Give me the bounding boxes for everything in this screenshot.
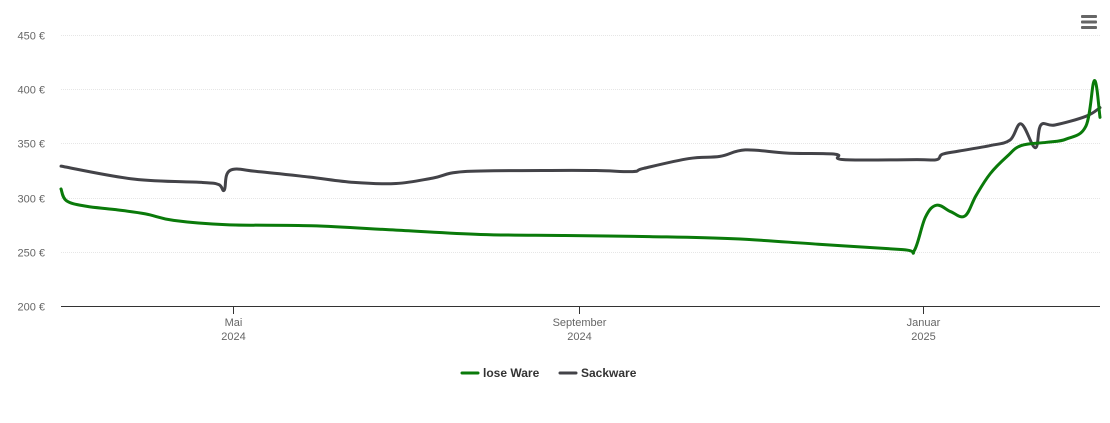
legend: lose Ware Sackware: [460, 366, 637, 380]
x-tick-label: Januar: [907, 317, 941, 329]
series-line-sackware[interactable]: [59, 106, 1102, 193]
legend-item-lose-ware[interactable]: lose Ware: [460, 366, 540, 380]
y-tick-label: 450 €: [17, 31, 45, 43]
y-tick-label: 200 €: [17, 302, 45, 314]
x-tick-label: September: [553, 317, 607, 329]
x-tick-label: Mai: [225, 317, 243, 329]
y-axis: 200 € 250 € 300 € 350 € 400 € 450 €: [17, 31, 45, 314]
grid-lines: [61, 35, 1100, 253]
x-axis: Mai 2024 September 2024 Januar 2025: [61, 306, 1100, 343]
x-tick-sublabel: 2025: [911, 331, 935, 343]
y-tick-label: 400 €: [17, 85, 45, 97]
y-tick-label: 300 €: [17, 194, 45, 206]
x-tick-sublabel: 2024: [221, 331, 245, 343]
series-line-lose-ware[interactable]: [59, 79, 1102, 255]
legend-label: lose Ware: [483, 366, 540, 380]
y-tick-label: 250 €: [17, 248, 45, 260]
legend-item-sackware[interactable]: Sackware: [558, 366, 637, 380]
legend-label: Sackware: [581, 366, 637, 380]
y-tick-label: 350 €: [17, 139, 45, 151]
plot-series: [59, 79, 1102, 255]
x-tick-sublabel: 2024: [567, 331, 591, 343]
chart-menu-icon[interactable]: [1078, 12, 1100, 32]
